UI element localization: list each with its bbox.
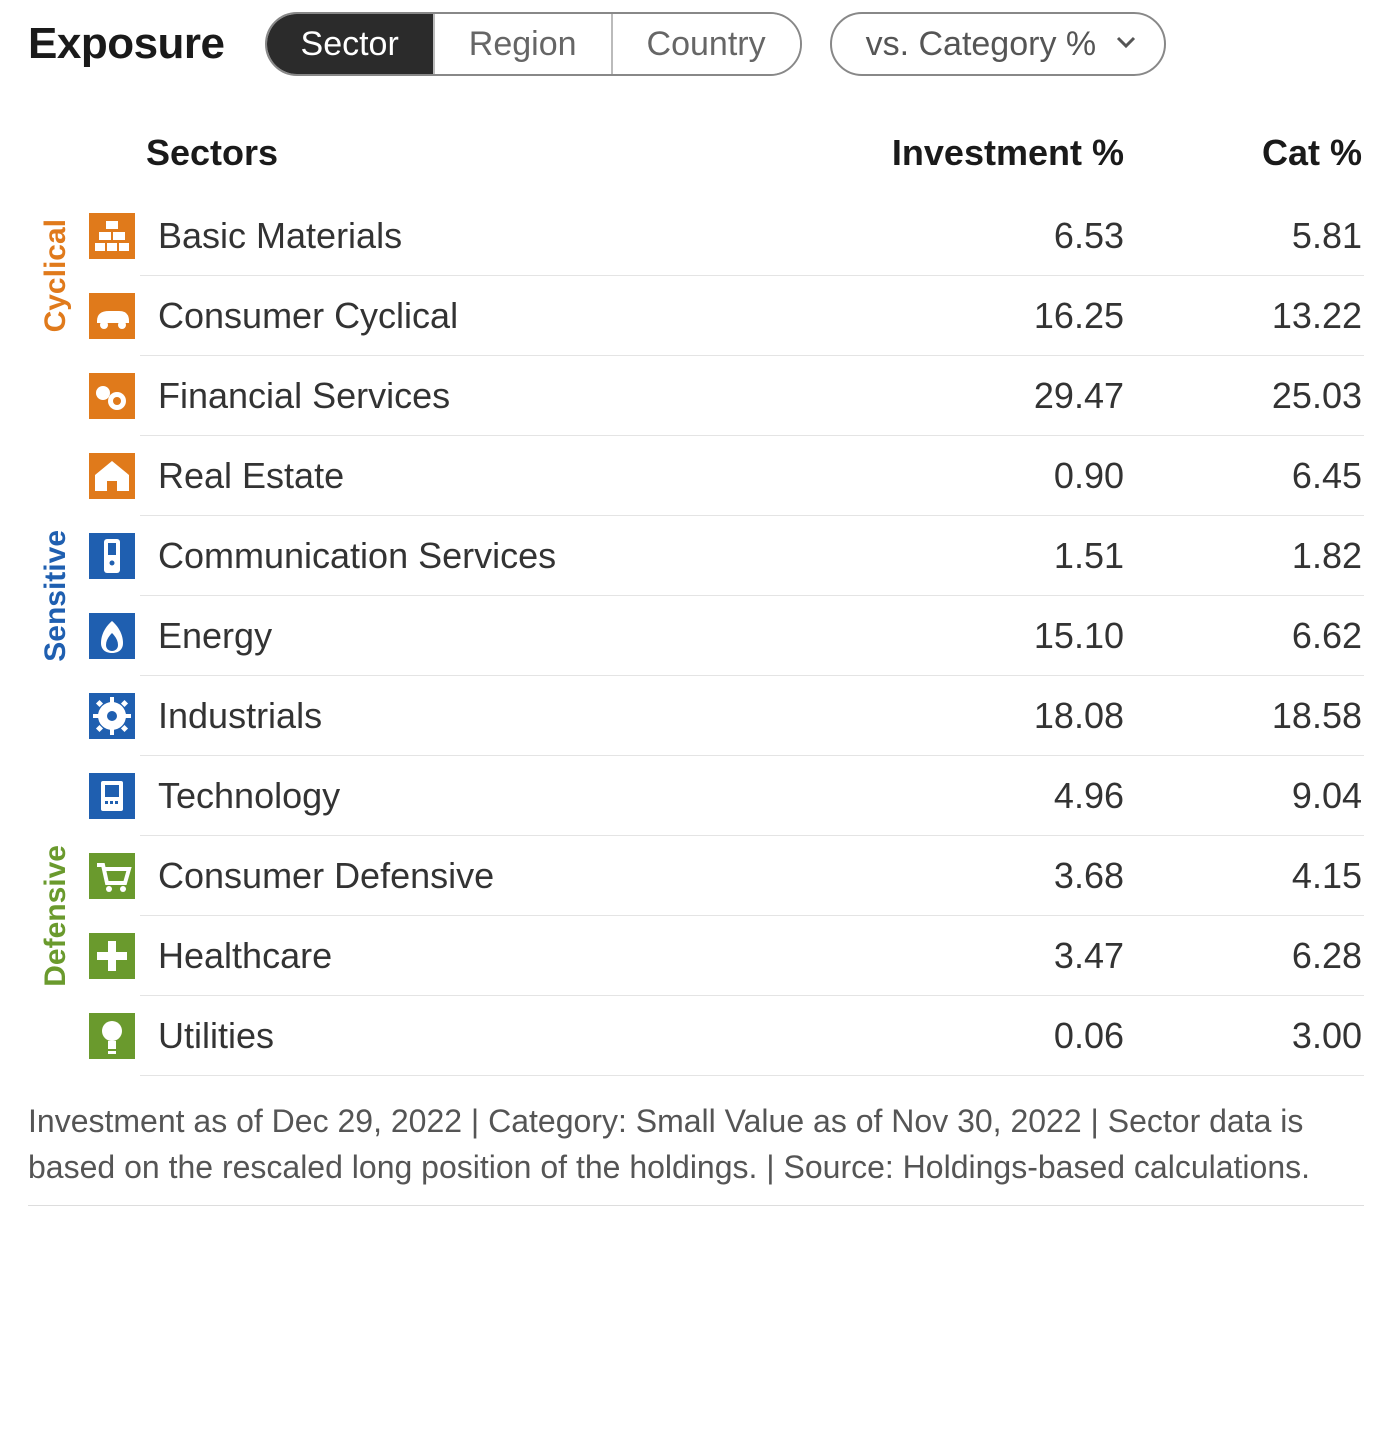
sector-name: Communication Services — [140, 516, 864, 596]
comm-services-icon — [84, 516, 140, 596]
category-value: 6.28 — [1124, 916, 1364, 996]
industrials-icon — [84, 676, 140, 756]
sector-name: Healthcare — [140, 916, 864, 996]
category-value: 9.04 — [1124, 756, 1364, 836]
category-value: 6.62 — [1124, 596, 1364, 676]
investment-value: 16.25 — [864, 276, 1124, 356]
investment-value: 3.68 — [864, 836, 1124, 916]
financial-icon — [84, 356, 140, 436]
view-segmented-control: SectorRegionCountry — [265, 12, 802, 76]
comparison-dropdown-label: vs. Category % — [866, 25, 1097, 64]
category-value: 6.45 — [1124, 436, 1364, 516]
consumer-cyc-icon — [84, 276, 140, 356]
investment-value: 15.10 — [864, 596, 1124, 676]
investment-value: 1.51 — [864, 516, 1124, 596]
sector-name: Real Estate — [140, 436, 864, 516]
healthcare-icon — [84, 916, 140, 996]
group-label-sensitive: Sensitive — [39, 530, 73, 662]
investment-value: 0.90 — [864, 436, 1124, 516]
footnote-text: Investment as of Dec 29, 2022 | Category… — [28, 1098, 1364, 1206]
sector-name: Technology — [140, 756, 864, 836]
investment-value: 29.47 — [864, 356, 1124, 436]
tab-country[interactable]: Country — [611, 14, 800, 74]
investment-value: 4.96 — [864, 756, 1124, 836]
column-header-investment: Investment % — [864, 132, 1124, 196]
technology-icon — [84, 756, 140, 836]
energy-icon — [84, 596, 140, 676]
sector-name: Financial Services — [140, 356, 864, 436]
sector-table: Sectors Investment % Cat % Cyclical Basic… — [28, 132, 1364, 1076]
sector-name: Basic Materials — [140, 196, 864, 276]
sector-name: Energy — [140, 596, 864, 676]
investment-value: 0.06 — [864, 996, 1124, 1076]
sector-name: Industrials — [140, 676, 864, 756]
sector-name: Utilities — [140, 996, 864, 1076]
comparison-dropdown[interactable]: vs. Category % — [830, 12, 1167, 76]
category-value: 13.22 — [1124, 276, 1364, 356]
category-value: 1.82 — [1124, 516, 1364, 596]
column-header-category: Cat % — [1124, 132, 1364, 196]
category-value: 4.15 — [1124, 836, 1364, 916]
sector-name: Consumer Cyclical — [140, 276, 864, 356]
consumer-def-icon — [84, 836, 140, 916]
investment-value: 18.08 — [864, 676, 1124, 756]
utilities-icon — [84, 996, 140, 1076]
chevron-down-icon — [1114, 30, 1138, 59]
investment-value: 3.47 — [864, 916, 1124, 996]
tab-sector[interactable]: Sector — [267, 14, 433, 74]
exposure-header: Exposure SectorRegionCountry vs. Categor… — [28, 12, 1364, 76]
group-label-cyclical: Cyclical — [39, 219, 73, 332]
category-value: 5.81 — [1124, 196, 1364, 276]
exposure-title: Exposure — [28, 19, 225, 69]
category-value: 18.58 — [1124, 676, 1364, 756]
group-label-defensive: Defensive — [39, 845, 73, 987]
category-value: 3.00 — [1124, 996, 1364, 1076]
column-header-sectors: Sectors — [140, 132, 864, 196]
investment-value: 6.53 — [864, 196, 1124, 276]
category-value: 25.03 — [1124, 356, 1364, 436]
real-estate-icon — [84, 436, 140, 516]
materials-icon — [84, 196, 140, 276]
tab-region[interactable]: Region — [433, 14, 611, 74]
sector-name: Consumer Defensive — [140, 836, 864, 916]
